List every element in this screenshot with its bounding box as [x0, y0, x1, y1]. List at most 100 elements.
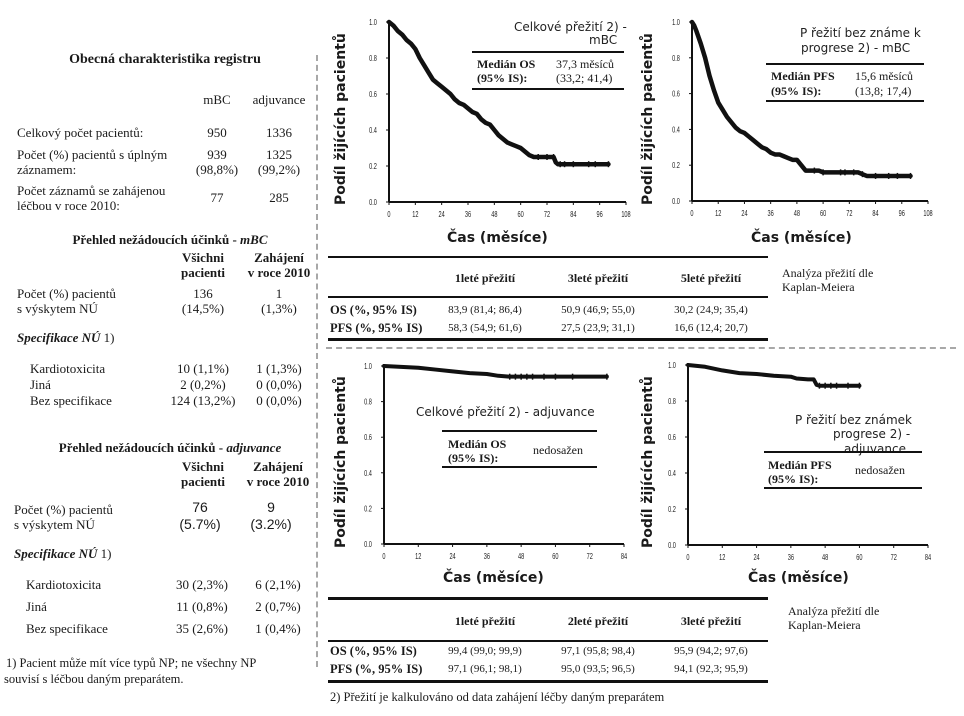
ae-adj-count-label-2: s výskytem NÚ	[14, 517, 95, 532]
footnote-1: 1) Pacient může mít více typů NP; ne vše…	[6, 656, 257, 670]
median-value: nedosažen	[533, 443, 583, 457]
spec-row-label: Kardiotoxicita	[26, 577, 102, 592]
ae-adj-count-2010: 9	[267, 499, 275, 515]
median-label-2: (95% IS):	[771, 84, 822, 98]
ae-mbc-title-text: Přehled nežádoucích účinků -	[72, 232, 241, 247]
table-cell: 95,9 (94,2; 97,6)	[674, 645, 748, 657]
registry-row-label: léčbou v roce 2010:	[17, 198, 120, 213]
spec-row-all: 10 (1,1%)	[177, 361, 229, 376]
table-cell: 99,4 (99,0; 99,9)	[448, 645, 522, 657]
y-tick-label: 0.6	[369, 91, 377, 99]
table-header: 2leté přežití	[567, 614, 629, 628]
spec-row-all: 124 (13,2%)	[170, 393, 236, 408]
chart-ylabel: Podíl žijících pacientů	[333, 33, 349, 205]
table-row-label: PFS (%, 95% IS)	[330, 662, 423, 676]
table-side-note: Analýza přežití dle	[788, 604, 880, 618]
x-tick-label: 36	[788, 554, 794, 562]
spec-row-2010: 0 (0,0%)	[256, 377, 302, 392]
inset-rule-top	[764, 451, 922, 453]
inset-title: Celkové přežití 2) - adjuvance	[416, 405, 595, 419]
registry-row-mbc: 939	[207, 147, 227, 162]
table-cell: 97,1 (95,8; 98,4)	[561, 645, 635, 657]
y-tick-label: 0.8	[369, 55, 377, 63]
median-label-2: (95% IS):	[477, 71, 528, 85]
table-cell: 30,2 (24,9; 35,4)	[674, 304, 748, 316]
median-label: Medián OS	[477, 57, 536, 71]
registry-row-label: záznamem:	[17, 162, 77, 177]
spec-row-all: 11 (0,8%)	[176, 599, 228, 614]
median-label: Medián OS	[448, 437, 507, 451]
x-tick-label: 72	[544, 211, 550, 219]
x-tick-label: 36	[484, 553, 490, 561]
registry-row-adj: 1325	[266, 147, 292, 162]
y-tick-label: 0.2	[672, 162, 680, 170]
registry-row-label: Počet záznamů se zahájenou	[17, 183, 166, 198]
spec-row-all: 35 (2,6%)	[176, 621, 228, 636]
table-rule-mid	[328, 296, 768, 298]
ae-mbc-count-label-2: s výskytem NÚ	[17, 301, 98, 316]
registry-row-mbc-pct: (98,8%)	[195, 162, 239, 177]
x-tick-label: 36	[768, 210, 774, 218]
ae-adj-count-all: 76	[192, 499, 208, 515]
spec-row-2010: 1 (1,3%)	[256, 361, 302, 376]
table-side-note: Analýza přežití dle	[782, 266, 874, 280]
registry-row-mbc: 77	[210, 190, 224, 205]
survival-curve	[689, 19, 913, 179]
median-label-2: (95% IS):	[448, 451, 499, 465]
x-tick-label: 84	[621, 553, 627, 561]
y-tick-label: 0.8	[364, 399, 372, 407]
x-tick-label: 24	[449, 553, 455, 561]
ae-adj-count-all-pct: (5.7%)	[179, 516, 221, 532]
horizontal-divider	[326, 347, 956, 349]
spec-row-all: 2 (0,2%)	[180, 377, 226, 392]
x-tick-label: 84	[925, 554, 931, 562]
table-side-note-2: Kaplan-Meiera	[788, 618, 861, 632]
x-tick-label: 84	[872, 210, 878, 218]
spec-row-label: Bez specifikace	[26, 621, 108, 636]
km-chart-pfs-adjuvance: 0 12 24 36 48 60 72 84 0.0 0.2 0.4 0.6 0.8 1.0	[668, 362, 931, 562]
registry-row-adj-pct: (99,2%)	[257, 162, 301, 177]
x-tick-label: 48	[822, 554, 828, 562]
registry-row-adj: 285	[269, 190, 289, 205]
y-tick-label: 0.8	[672, 55, 680, 63]
y-tick-label: 0.2	[668, 506, 676, 514]
y-tick-label: 1.0	[668, 362, 676, 370]
spec-row-all: 30 (2,3%)	[176, 577, 228, 592]
table-cell: 50,9 (46,9; 55,0)	[561, 304, 635, 316]
inset-rule-top	[766, 63, 924, 65]
ae-mbc-count-2010: 1	[275, 286, 283, 301]
table-cell: 95,0 (93,5; 96,5)	[561, 663, 635, 675]
x-tick-label: 24	[439, 211, 445, 219]
table-row-label: OS (%, 95% IS)	[330, 644, 417, 658]
y-tick-label: 0.4	[672, 127, 680, 135]
ae-adj-spec-label: Specifikace NÚ 1)	[14, 546, 111, 561]
x-tick-label: 24	[753, 554, 759, 562]
ae-adj-count-2010-pct: (3.2%)	[250, 516, 292, 532]
ae-adj-col-2010: Zahájení	[253, 459, 303, 474]
median-ci: (13,8; 17,4)	[855, 84, 912, 98]
x-tick-label: 12	[715, 210, 721, 218]
y-tick-label: 0.0	[364, 541, 372, 549]
y-tick-label: 0.4	[369, 127, 377, 135]
km-chart-os-adjuvance: 0 12 24 36 48 60 72 84 0.0 0.2 0.4 0.6 0.8 1.0	[364, 363, 627, 561]
chart-ylabel: Podíl žijících pacientů	[640, 33, 656, 205]
ae-adj-col-all: Všichni	[182, 459, 224, 474]
table-cell: 27,5 (23,9; 31,1)	[561, 322, 635, 334]
x-tick-label: 0	[387, 211, 390, 219]
x-tick-label: 12	[719, 554, 725, 562]
ae-mbc-count-all-pct: (14,5%)	[181, 301, 225, 316]
ae-adj-spec-em: Specifikace NÚ	[14, 546, 98, 561]
footnote-1-line2: souvisí s léčbou daným preparátem.	[4, 672, 184, 686]
spec-row-2010: 1 (0,4%)	[255, 621, 301, 636]
ae-mbc-col-2010: Zahájení	[254, 250, 304, 265]
median-label-2: (95% IS):	[768, 472, 819, 486]
table-header: 3leté přežití	[567, 271, 629, 285]
x-tick-label: 60	[856, 554, 862, 562]
table-cell: 94,1 (92,3; 95,9)	[674, 663, 748, 675]
x-tick-label: 48	[491, 211, 497, 219]
y-tick-label: 0.6	[672, 91, 680, 99]
spec-row-label: Jiná	[26, 599, 47, 614]
table-cell: 16,6 (12,4; 20,7)	[674, 322, 748, 334]
spec-row-label: Bez specifikace	[30, 393, 112, 408]
registry-row-label: Počet (%) pacientů s úplným	[17, 147, 168, 162]
